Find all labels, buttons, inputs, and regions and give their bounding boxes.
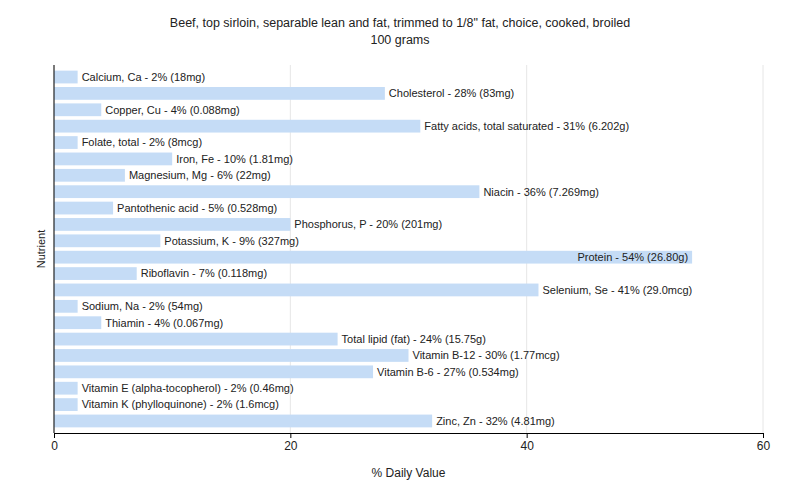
category-label: Calcium, Ca - 2% (18mg): [82, 71, 205, 83]
bar: [54, 316, 101, 329]
bar: [54, 169, 125, 182]
category-label: Phosphorus, P - 20% (201mg): [294, 218, 442, 230]
category-label: Potassium, K - 9% (327mg): [164, 235, 299, 247]
bar: [54, 218, 290, 231]
category-label: Cholesterol - 28% (83mg): [389, 87, 514, 99]
title: Beef, top sirloin, separable lean and fa…: [170, 16, 630, 30]
category-label: Niacin - 36% (7.269mg): [483, 186, 599, 198]
bar: [54, 267, 137, 280]
x-tick-label: 60: [757, 439, 771, 453]
bar-labels: Calcium, Ca - 2% (18mg) Cholesterol - 28%…: [82, 71, 693, 427]
x-tick-mark: [54, 433, 55, 438]
grid-line: [54, 65, 55, 433]
x-tick-label: 0: [51, 439, 58, 453]
category-label: Fatty acids, total saturated - 31% (6.20…: [424, 120, 629, 132]
category-label: Vitamin E (alpha-tocopherol) - 2% (0.46m…: [82, 382, 294, 394]
y-axis-line: [54, 65, 55, 433]
x-tick-label: 20: [284, 439, 298, 453]
x-tick: 20: [284, 433, 298, 453]
bar: [54, 333, 338, 346]
category-label: Selenium, Se - 41% (29.0mcg): [542, 284, 692, 296]
bar: [54, 284, 538, 297]
x-tick-mark: [527, 433, 528, 438]
category-label: Folate, total - 2% (8mcg): [82, 136, 202, 148]
category-label: Vitamin B-6 - 27% (0.534mg): [377, 366, 519, 378]
category-label: Copper, Cu - 4% (0.088mg): [105, 104, 240, 116]
category-label: Magnesium, Mg - 6% (22mg): [129, 169, 271, 181]
y-axis-title: Nutrient: [35, 230, 47, 269]
x-tick: 0: [51, 433, 58, 453]
x-axis-title: % Daily Value: [372, 466, 446, 480]
category-label: Vitamin B-12 - 30% (1.77mcg): [413, 349, 560, 361]
bar: [54, 120, 420, 133]
bar: [54, 136, 78, 149]
bar: [54, 398, 78, 411]
bar: [54, 300, 78, 313]
x-tick-mark: [763, 433, 764, 438]
bar: [54, 365, 373, 378]
x-tick-mark: [290, 433, 291, 438]
plot: Calcium, Ca - 2% (18mg) Cholesterol - 28%…: [51, 65, 770, 453]
grid: [54, 65, 763, 433]
x-tick: 40: [520, 433, 534, 453]
bars: [54, 71, 692, 428]
category-label: Zinc, Zn - 32% (4.81mg): [436, 415, 555, 427]
category-label: Sodium, Na - 2% (54mg): [82, 300, 203, 312]
bar: [54, 415, 432, 428]
x-tick-label: 40: [520, 439, 534, 453]
category-label: Iron, Fe - 10% (1.81mg): [176, 153, 293, 165]
category-label: Protein - 54% (26.80g): [577, 251, 688, 263]
x-tick: 60: [757, 433, 771, 453]
bar: [54, 234, 160, 247]
subtitle: 100 grams: [370, 33, 429, 47]
bar: [54, 103, 101, 116]
grid-line: [763, 65, 764, 433]
bar: [54, 87, 385, 100]
bar: [54, 382, 78, 395]
bar: [54, 185, 479, 198]
bar: [54, 202, 113, 215]
bar: [54, 71, 78, 84]
chart: Beef, top sirloin, separable lean and fa…: [0, 0, 800, 500]
bar: [54, 153, 172, 166]
x-axis: 0 20 40 60: [51, 433, 770, 453]
bar: [54, 349, 409, 362]
x-axis-line: [55, 434, 764, 439]
category-label: Vitamin K (phylloquinone) - 2% (1.6mcg): [82, 398, 279, 410]
category-label: Total lipid (fat) - 24% (15.75g): [342, 333, 486, 345]
category-label: Riboflavin - 7% (0.118mg): [141, 267, 267, 279]
category-label: Thiamin - 4% (0.067mg): [105, 317, 223, 329]
category-label: Pantothenic acid - 5% (0.528mg): [117, 202, 277, 214]
bar: [54, 251, 692, 264]
